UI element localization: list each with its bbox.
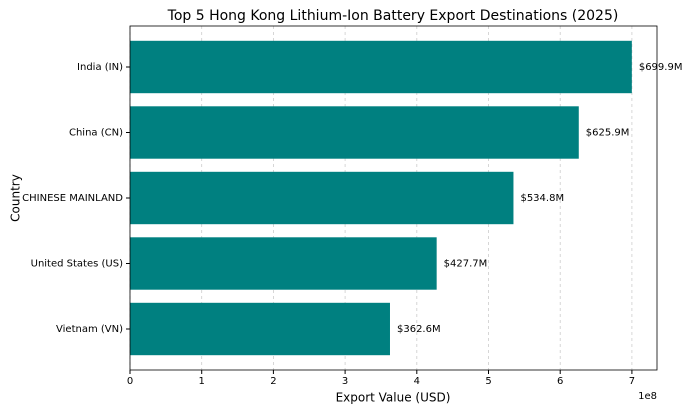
y-tick-label: United States (US) <box>31 259 123 270</box>
value-label: $362.6M <box>397 324 441 335</box>
bar <box>130 302 390 356</box>
bar <box>130 106 579 159</box>
x-tick-label: 3 <box>342 376 348 387</box>
y-tick-label: Vietnam (VN) <box>56 324 123 335</box>
x-tick-label: 6 <box>557 376 563 387</box>
bar <box>130 40 632 94</box>
plot-frame <box>129 25 658 371</box>
x-tick-label: 5 <box>485 376 491 387</box>
bar <box>130 171 514 225</box>
x-tick-label: 0 <box>127 376 133 387</box>
y-tick-label: China (CN) <box>69 128 123 139</box>
x-tick-label: 1 <box>199 376 205 387</box>
bar <box>130 237 437 290</box>
value-label: $625.9M <box>586 128 630 139</box>
x-axis-label: Export Value (USD) <box>336 391 451 405</box>
value-label: $699.9M <box>639 62 683 73</box>
value-label: $534.8M <box>520 193 564 204</box>
y-tick-label: India (IN) <box>77 62 123 73</box>
value-label: $427.7M <box>444 259 488 270</box>
x-tick-label: 4 <box>414 376 420 387</box>
y-axis-label: Country <box>9 174 23 222</box>
y-tick-label: CHINESE MAINLAND <box>22 193 123 204</box>
chart-title: Top 5 Hong Kong Lithium-Ion Battery Expo… <box>167 8 619 24</box>
x-tick-label: 7 <box>629 376 635 387</box>
x-offset-label: 1e8 <box>638 391 657 402</box>
x-tick-label: 2 <box>270 376 276 387</box>
